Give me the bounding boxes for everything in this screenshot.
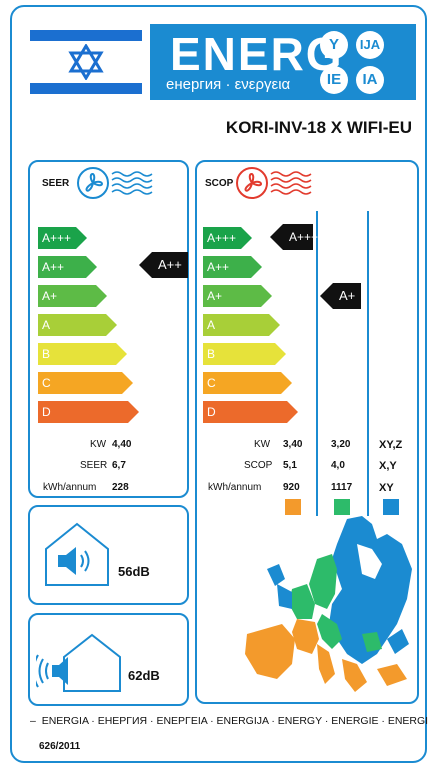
seer-class-bar-a+++: A+++ xyxy=(38,227,87,249)
seer-class-bar-d: D xyxy=(38,401,139,423)
seer-class-bar-c: C xyxy=(38,372,133,394)
seer-class-indicator: A++ xyxy=(139,252,188,278)
scop-average-class-indicator: A+ xyxy=(320,283,361,309)
footer-languages: – ENERGIA · ЕНЕРГИЯ · ΕΝΕΡΓΕΙΑ · ENERGIJ… xyxy=(30,715,428,727)
warm-zone-swatch xyxy=(285,499,301,515)
scop-class-bar-a++: A++ xyxy=(203,256,262,278)
seer-kwh-value: 228 xyxy=(112,482,129,493)
indoor-noise-value: 56dB xyxy=(118,564,150,579)
scop-scop-average: 4,0 xyxy=(331,460,345,471)
europe-climate-map xyxy=(245,516,412,692)
scop-class-bar-a+: A+ xyxy=(203,285,272,307)
seer-class-bar-a+: A+ xyxy=(38,285,107,307)
language-badge-ia: IA xyxy=(356,66,384,94)
language-badge-ija: IJA xyxy=(356,31,384,59)
scop-kw-label: KW xyxy=(254,439,271,450)
heat-waves-icon xyxy=(270,171,312,195)
language-badge-ie: IE xyxy=(320,66,348,94)
scop-column-divider-2 xyxy=(367,211,369,516)
seer-class-bar-a++: A++ xyxy=(38,256,97,278)
energy-banner: ENERG енергия · ενεργεια Y IJA IE IA xyxy=(150,24,416,100)
scop-kwh-average: 1117 xyxy=(331,482,353,493)
footer-languages-text: ENERGIA · ЕНЕРГИЯ · ΕΝΕΡΓΕΙΑ · ENERGIJA … xyxy=(41,715,429,727)
outdoor-noise-value: 62dB xyxy=(128,668,160,683)
cold-zone-swatch xyxy=(383,499,399,515)
regulation-number: 626/2011 xyxy=(39,741,81,752)
scop-title: SCOP xyxy=(205,178,234,189)
seer-kw-value: 4,40 xyxy=(112,439,132,450)
fan-cooling-icon xyxy=(77,167,109,199)
seer-seer-label: SEER xyxy=(80,460,108,471)
seer-class-bar-a: A xyxy=(38,314,117,336)
scop-class-bar-a+++: A+++ xyxy=(203,227,252,249)
scop-class-bar-b: B xyxy=(203,343,286,365)
scop-kwh-label: kWh/annum xyxy=(208,482,262,493)
scop-scop-warm: 5,1 xyxy=(283,460,297,471)
cold-waves-icon xyxy=(111,171,153,195)
dash-icon: – xyxy=(30,715,42,727)
energy-subtitle: енергия · ενεργεια xyxy=(166,76,291,93)
indoor-noise-panel: 56dB xyxy=(28,505,189,605)
scop-kwh-cold: XY xyxy=(379,482,394,494)
scop-kwh-warm: 920 xyxy=(283,482,300,493)
scop-kw-warm: 3,40 xyxy=(283,439,303,450)
scop-panel: SCOP A+++ A++ A+ A B C D A+++ A+ KW 3,40… xyxy=(195,160,419,704)
scop-scop-label: SCOP xyxy=(244,460,273,471)
indoor-house-speaker-icon xyxy=(45,522,109,586)
scop-class-bar-d: D xyxy=(203,401,298,423)
seer-title: SEER xyxy=(42,178,70,189)
star-of-david-icon xyxy=(68,44,104,80)
fan-heating-icon xyxy=(236,167,268,199)
seer-kw-label: KW xyxy=(90,439,107,450)
israel-flag xyxy=(30,24,142,100)
seer-class-bar-b: B xyxy=(38,343,127,365)
seer-seer-value: 6,7 xyxy=(112,460,126,471)
outdoor-house-speaker-icon xyxy=(36,633,121,692)
language-badge-y: Y xyxy=(320,31,348,59)
outdoor-noise-panel: 62dB xyxy=(28,613,189,706)
average-zone-swatch xyxy=(334,499,350,515)
scop-class-bar-c: C xyxy=(203,372,292,394)
scop-warm-class-indicator: A+++ xyxy=(270,224,318,250)
scop-scop-cold: X,Y xyxy=(379,460,397,472)
model-name: KORI-INV-18 X WIFI-EU xyxy=(225,118,412,137)
energy-title: ENERG xyxy=(170,28,344,80)
scop-kw-average: 3,20 xyxy=(331,439,351,450)
seer-panel: SEER A+++ A++ A+ A B C D A++ KW 4,40 SEE… xyxy=(28,160,189,498)
seer-kwh-label: kWh/annum xyxy=(43,482,97,493)
scop-kw-cold: XY,Z xyxy=(379,439,403,451)
scop-column-divider-1 xyxy=(316,211,318,516)
scop-class-bar-a: A xyxy=(203,314,280,336)
